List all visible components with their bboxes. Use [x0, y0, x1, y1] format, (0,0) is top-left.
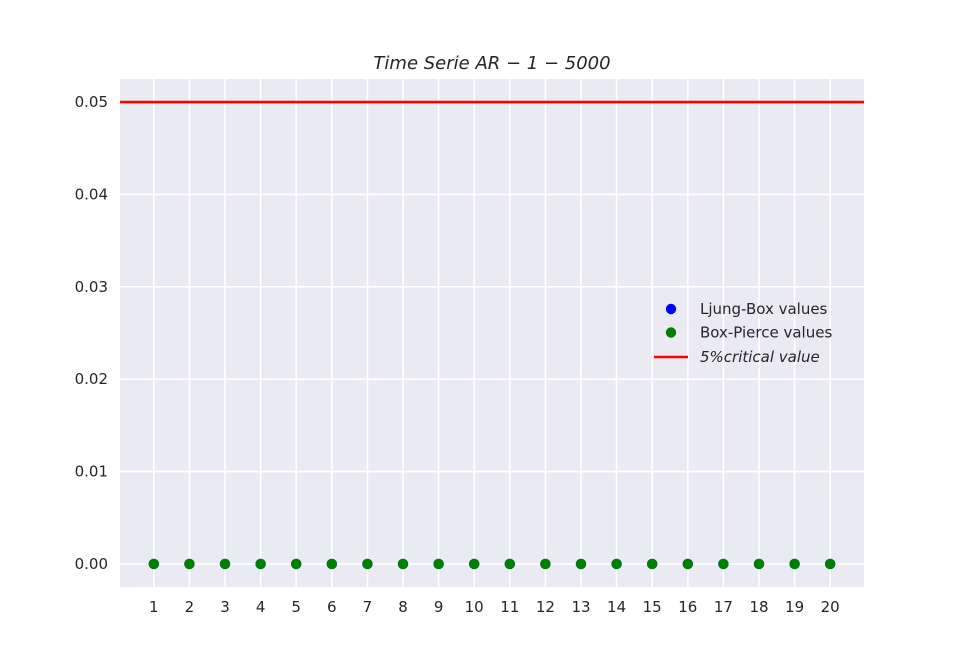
x-tick-label: 1: [149, 598, 159, 616]
x-tick-label: 8: [398, 598, 408, 616]
box-pierce-point: [575, 558, 587, 570]
x-tick-label: 12: [536, 598, 555, 616]
x-tick-label: 3: [220, 598, 230, 616]
box-pierce-point: [718, 558, 729, 570]
legend-label: Box-Pierce values: [700, 324, 832, 342]
legend-swatch-box-pierce: [665, 327, 677, 338]
x-tick-label: 9: [434, 598, 444, 616]
box-pierce-point: [824, 558, 836, 570]
box-pierce-point: [326, 558, 338, 570]
box-pierce-point: [184, 558, 195, 570]
box-pierce-point: [682, 558, 693, 570]
x-tick-label: 17: [714, 598, 733, 616]
box-pierce-point: [291, 558, 302, 570]
y-tick-label: 0.05: [75, 93, 108, 111]
chart-title: Time Serie AR − 1 − 5000: [373, 53, 610, 74]
box-pierce-point: [540, 558, 551, 570]
box-pierce-point: [646, 558, 658, 570]
y-tick-labels: 0.00 0.01 0.02 0.03 0.04 0.05: [75, 93, 108, 573]
box-pierce-point: [148, 558, 160, 570]
data-points: [148, 558, 836, 570]
y-tick-label: 0.00: [75, 555, 108, 573]
x-tick-label: 7: [363, 598, 373, 616]
x-tick-label: 4: [256, 598, 266, 616]
box-pierce-point: [433, 558, 444, 570]
legend-label: Ljung-Box values: [700, 300, 828, 318]
legend-label: 5%critical value: [700, 348, 820, 366]
box-pierce-point: [469, 558, 480, 570]
box-pierce-point: [255, 558, 266, 570]
x-tick-label: 2: [185, 598, 195, 616]
box-pierce-point: [397, 558, 409, 570]
x-tick-labels: 1 2 3 4 5 6 7 8 9 10 11 12 13 14 15 16 17 18 19 20: [149, 598, 840, 616]
box-pierce-point: [611, 558, 622, 570]
x-tick-label: 19: [785, 598, 804, 616]
box-pierce-point: [219, 558, 231, 570]
x-tick-label: 5: [291, 598, 301, 616]
x-tick-label: 16: [678, 598, 697, 616]
y-tick-label: 0.01: [75, 463, 108, 481]
x-tick-label: 13: [571, 598, 590, 616]
box-pierce-point: [753, 558, 765, 570]
box-pierce-point: [789, 558, 800, 570]
box-pierce-point: [362, 558, 373, 570]
x-tick-label: 10: [465, 598, 484, 616]
x-tick-label: 15: [643, 598, 662, 616]
y-tick-label: 0.03: [75, 278, 108, 296]
x-tick-label: 18: [749, 598, 768, 616]
y-tick-label: 0.02: [75, 370, 108, 388]
x-tick-label: 11: [500, 598, 519, 616]
legend: Ljung-Box values Box-Pierce values 5%criti…: [654, 300, 832, 366]
grid-lines: [120, 79, 864, 587]
box-pierce-point: [504, 558, 515, 570]
x-tick-label: 20: [821, 598, 840, 616]
y-tick-label: 0.04: [75, 185, 108, 203]
x-tick-label: 14: [607, 598, 626, 616]
plot-background: [120, 79, 864, 587]
legend-swatch-ljung-box: [665, 303, 677, 315]
x-tick-label: 6: [327, 598, 337, 616]
